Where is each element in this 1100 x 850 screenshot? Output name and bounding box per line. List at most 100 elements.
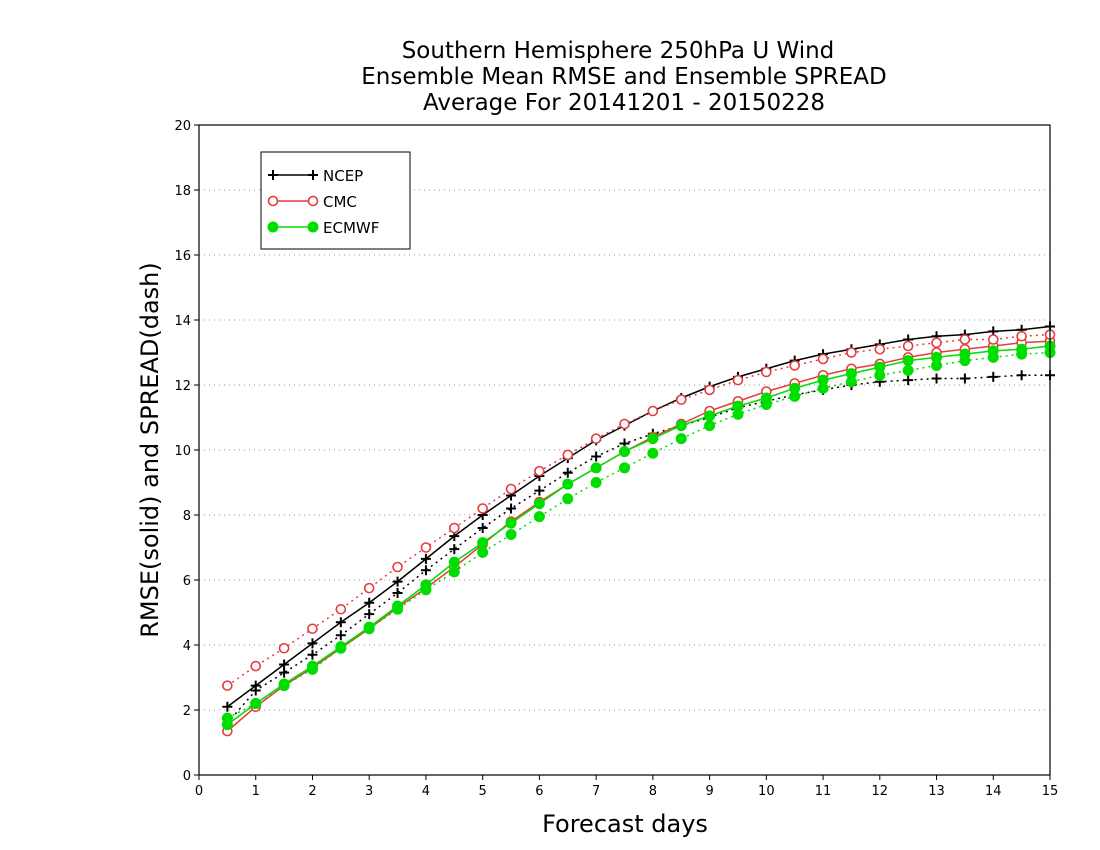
point-ecmwf-rmse-17 [704,410,716,422]
point-cmc-spread-22 [846,347,857,358]
point-ecmwf-spread-11 [533,511,545,523]
point-cmc-spread-19 [761,366,772,378]
point-cmc-spread-21 [817,353,829,365]
legend-marker-start-cmc [267,195,279,207]
point-ecmwf-spread-20 [789,390,801,402]
x-tick-label-15: 15 [1042,784,1059,799]
x-tick-label-6: 6 [535,784,543,799]
point-ecmwf-rmse-10 [505,517,517,529]
point-cmc-spread-26 [959,334,971,345]
point-ncep-spread-9 [477,523,488,533]
point-ncep-spread-3 [307,649,318,660]
point-cmc-spread-6 [392,561,403,573]
point-cmc-spread-11 [534,465,545,477]
point-ecmwf-spread-24 [902,364,914,376]
legend-box [260,151,411,250]
point-ecmwf-spread-28 [1016,348,1028,360]
point-ecmwf-rmse-8 [448,556,460,568]
point-cmc-spread-18 [732,374,744,386]
x-tick-label-8: 8 [649,784,657,799]
point-ecmwf-spread-23 [874,369,886,381]
point-ecmwf-rmse-16 [675,420,687,432]
point-ncep-rmse-6 [392,576,403,587]
point-cmc-spread-4 [335,603,347,615]
point-ecmwf-spread-8 [448,566,460,578]
point-ecmwf-rmse-15 [647,433,659,445]
point-cmc-spread-7 [420,542,432,553]
point-ncep-rmse-3 [307,638,318,649]
point-ecmwf-spread-12 [562,493,574,505]
point-ncep-spread-26 [959,373,970,384]
point-cmc-spread-10 [505,483,517,495]
x-tick-label-9: 9 [705,784,713,799]
series-layer [221,321,1056,737]
x-axis-label: Forecast days [542,810,708,838]
title-line-3: Average For 20141201 - 20150228 [423,90,825,116]
x-tick-label-4: 4 [422,784,430,799]
legend-item-ncep: NCEP [268,167,363,185]
point-cmc-spread-1 [250,660,262,672]
y-tick-label-5: 10 [174,444,191,459]
point-cmc-spread-12 [562,449,574,461]
legend-marker-end-ncep [308,170,318,180]
x-tick-label-7: 7 [592,784,600,799]
point-ecmwf-rmse-13 [590,462,602,474]
title-line-1: Southern Hemisphere 250hPa U Wind [402,38,835,64]
series-line-ecmwf-spread [227,351,1051,719]
point-cmc-spread-28 [1016,330,1027,342]
series-line-ncep-spread [226,374,1050,724]
point-ecmwf-rmse-11 [533,498,545,510]
point-ecmwf-spread-0 [221,712,233,724]
point-ecmwf-spread-17 [704,420,716,432]
point-ncep-spread-2 [279,667,290,678]
legend-label-ncep: NCEP [323,167,363,185]
point-ncep-rmse-0 [222,701,233,712]
x-tick-label-1: 1 [252,784,260,799]
point-ecmwf-spread-26 [959,355,971,367]
point-ncep-spread-28 [1016,370,1027,381]
legend-marker-start-ecmwf [267,221,279,233]
y-tick-label-7: 14 [174,314,191,329]
legend-marker-start-ncep [268,170,278,180]
y-axis-label: RMSE(solid) and SPREAD(dash) [136,262,164,638]
point-ncep-spread-6 [392,588,403,598]
y-tick-label-3: 6 [183,574,191,589]
y-tick-label-6: 12 [174,379,191,394]
point-ecmwf-spread-25 [931,360,943,371]
point-ecmwf-rmse-24 [902,355,914,367]
point-cmc-spread-27 [987,334,999,345]
point-cmc-spread-23 [874,343,886,355]
point-cmc-spread-25 [931,337,942,349]
point-ecmwf-spread-16 [675,433,687,445]
point-ecmwf-rmse-9 [477,537,489,549]
point-ncep-spread-4 [335,630,346,641]
point-ecmwf-spread-19 [760,399,772,410]
x-tick-label-12: 12 [872,784,889,799]
y-tick-label-2: 4 [183,639,191,654]
point-cmc-spread-24 [902,340,914,352]
point-ecmwf-spread-15 [647,447,659,459]
x-tick-label-0: 0 [195,784,203,799]
y-tick-label-9: 18 [174,184,191,199]
point-ncep-spread-8 [449,544,460,555]
point-ecmwf-spread-5 [363,623,375,635]
legend-item-cmc: CMC [267,193,357,211]
legend: NCEP CMC ECMWF [260,151,411,250]
point-ecmwf-spread-18 [732,408,744,420]
x-tick-label-14: 14 [985,784,1002,799]
legend-label-ecmwf: ECMWF [323,219,379,237]
point-cmc-spread-14 [619,418,630,430]
point-cmc-spread-5 [363,582,375,594]
x-tick-label-3: 3 [365,784,373,799]
point-cmc-spread-9 [477,503,488,514]
series-ecmwf-spread [221,347,1056,724]
point-ncep-spread-13 [591,451,602,462]
point-cmc-spread-13 [590,433,602,444]
x-tick-label-10: 10 [758,784,775,799]
y-tick-label-0: 0 [183,769,191,784]
y-tick-label-4: 8 [183,509,191,524]
point-ncep-spread-1 [250,685,261,696]
series-cmc-spread [222,329,1056,691]
x-tick-label-2: 2 [308,784,316,799]
chart-title: Southern Hemisphere 250hPa U Wind Ensemb… [361,38,886,116]
